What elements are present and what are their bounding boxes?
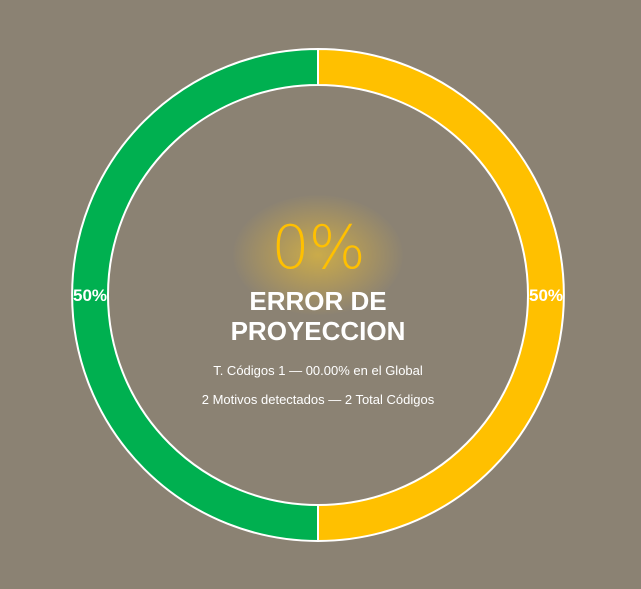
center-info-line-2: 2 Motivos detectados — 2 Total Códigos — [201, 392, 435, 407]
center-title: ERROR DE PROYECCION — [230, 286, 406, 346]
donut-slice-label-0: 50% — [529, 286, 563, 305]
center-info-line-1: T. Códigos 1 — 00.00% en el Global — [213, 363, 423, 378]
center-percentage: 0% — [271, 213, 365, 283]
donut-slice-1 — [71, 47, 319, 543]
donut-slice-0 — [317, 47, 565, 543]
donut-slice-label-1: 50% — [73, 286, 107, 305]
center-glow — [233, 195, 403, 315]
